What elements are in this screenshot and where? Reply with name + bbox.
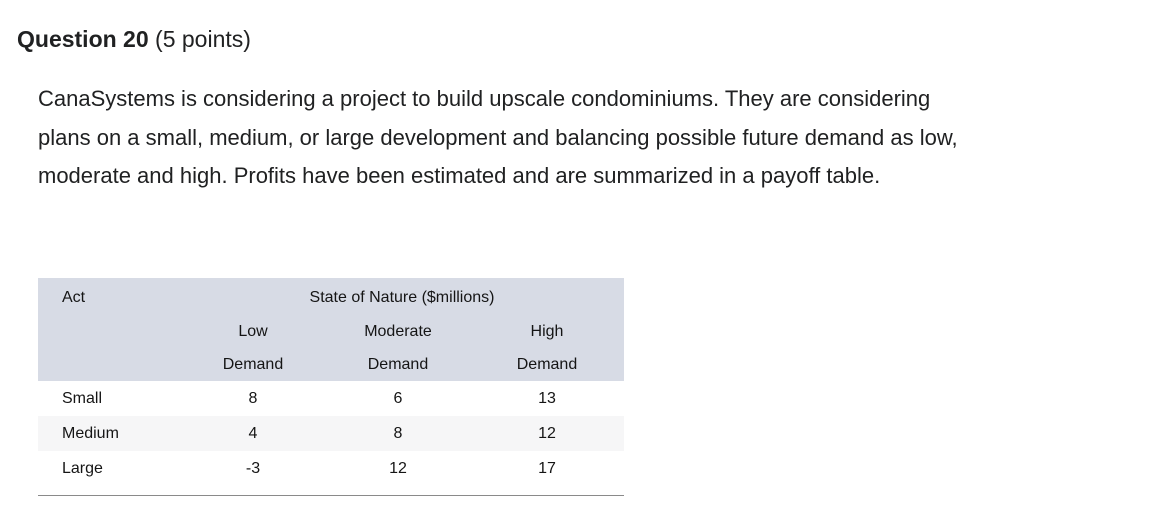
empty-header-cell — [38, 315, 180, 348]
cell-large-high: 17 — [538, 459, 556, 477]
table-row-small: Small 8 6 13 — [38, 381, 624, 416]
cell-medium-moderate: 8 — [326, 416, 470, 451]
cell-large-moderate: 12 — [389, 459, 407, 477]
row-label-medium: Medium — [38, 416, 180, 451]
payoff-table: Act State of Nature ($millions) Low Mode… — [38, 278, 624, 486]
table-header-row-levels: Low Moderate High — [38, 315, 624, 348]
question-points: (5 points) — [155, 26, 251, 52]
table-header-row-demand: Demand Demand Demand — [38, 348, 624, 381]
corner-header-act: Act — [38, 278, 180, 315]
cell-small-moderate: 6 — [393, 389, 403, 407]
col-header-low: Low — [180, 315, 326, 348]
col-subheader-low-demand: Demand — [180, 348, 326, 381]
row-label-large: Large — [62, 459, 103, 477]
col-header-moderate: Moderate — [326, 315, 470, 348]
col-header-high: High — [470, 315, 624, 348]
question-number: Question 20 — [17, 26, 149, 52]
cell-large-low: -3 — [245, 459, 261, 477]
col-subheader-moderate-demand: Demand — [326, 348, 470, 381]
cell-medium-high: 12 — [470, 416, 624, 451]
question-header: Question 20 (5 points) — [17, 24, 251, 54]
table-row-large: Large -3 12 17 — [38, 451, 624, 486]
question-prompt: CanaSystems is considering a project to … — [38, 86, 958, 188]
empty-header-cell — [38, 348, 180, 381]
table-header-row-group: Act State of Nature ($millions) — [38, 278, 624, 315]
cell-medium-low: 4 — [180, 416, 326, 451]
cell-small-low: 8 — [248, 389, 258, 407]
cell-small-high: 13 — [538, 389, 556, 407]
col-subheader-high-demand: Demand — [470, 348, 624, 381]
payoff-table-container: Act State of Nature ($millions) Low Mode… — [38, 278, 624, 496]
table-row-medium: Medium 4 8 12 — [38, 416, 624, 451]
row-label-small: Small — [62, 389, 103, 407]
group-header-state-of-nature: State of Nature ($millions) — [180, 278, 624, 315]
